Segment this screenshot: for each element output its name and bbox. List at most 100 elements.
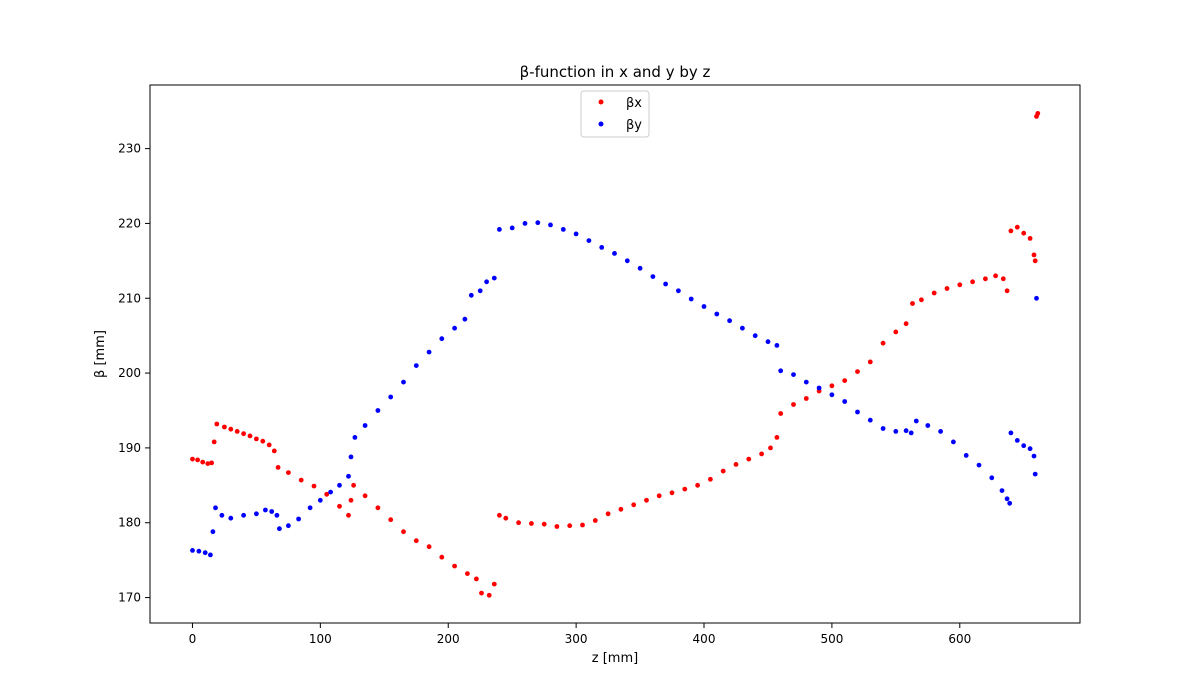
data-point	[202, 550, 208, 556]
data-point	[477, 288, 483, 294]
data-point	[351, 482, 356, 488]
data-point	[791, 402, 796, 407]
data-point	[298, 477, 304, 483]
data-point	[266, 442, 272, 448]
data-point	[535, 220, 541, 226]
data-point	[1035, 111, 1041, 116]
data-point	[682, 486, 688, 492]
y-tick-label: 180	[118, 516, 141, 530]
data-point	[676, 288, 681, 294]
data-point	[541, 521, 547, 527]
data-point	[307, 505, 313, 511]
data-point	[209, 460, 215, 466]
data-point	[486, 592, 492, 598]
x-tick-label: 400	[693, 632, 716, 646]
data-point	[908, 430, 914, 436]
data-point	[401, 529, 406, 535]
data-point	[205, 461, 211, 466]
data-point	[913, 418, 919, 424]
data-point	[196, 548, 202, 554]
data-point	[1021, 230, 1027, 236]
data-point	[740, 325, 745, 331]
axes-layer: 0 100 200 300 400 500 600 170 180 190 200 210 220 230	[118, 84, 1081, 646]
data-point	[938, 429, 943, 434]
data-point	[348, 497, 354, 503]
series-beta-x	[190, 111, 1041, 598]
data-point	[474, 576, 479, 582]
data-point	[337, 503, 342, 509]
data-point	[586, 238, 592, 244]
chart-title: β-function in x and y by z	[520, 63, 711, 81]
data-point	[829, 392, 835, 398]
legend-box	[580, 90, 650, 138]
data-point	[271, 448, 277, 454]
data-point	[650, 274, 656, 279]
data-point	[439, 554, 445, 560]
data-point	[286, 470, 291, 475]
data-point	[567, 523, 573, 529]
data-point	[957, 282, 963, 288]
data-point	[274, 512, 280, 518]
data-point	[1034, 295, 1039, 301]
data-point	[1032, 258, 1038, 264]
data-point	[241, 512, 247, 518]
data-point	[931, 290, 937, 296]
data-point	[1021, 443, 1027, 449]
data-point	[855, 409, 860, 415]
data-point	[452, 563, 457, 569]
y-tick-label: 170	[118, 591, 141, 605]
data-point	[362, 423, 368, 428]
data-point	[855, 369, 860, 374]
data-point	[1032, 471, 1038, 477]
data-point	[1007, 500, 1013, 506]
data-point	[503, 515, 509, 521]
data-point	[903, 428, 909, 434]
data-point	[701, 304, 707, 309]
data-point	[296, 516, 301, 522]
data-point	[484, 279, 489, 285]
y-tick-label: 230	[118, 142, 141, 156]
data-point	[337, 482, 342, 488]
data-point	[346, 512, 351, 518]
data-point	[663, 281, 668, 287]
data-point	[401, 379, 406, 385]
data-point	[222, 424, 227, 430]
data-point	[989, 475, 995, 481]
data-point	[241, 431, 247, 437]
data-point	[213, 505, 218, 511]
data-point	[452, 325, 457, 331]
data-point	[624, 258, 630, 264]
data-point	[439, 336, 445, 342]
legend-marker-bx	[598, 99, 604, 105]
data-point	[765, 339, 771, 345]
data-point	[803, 379, 809, 385]
data-point	[208, 552, 213, 558]
data-point	[720, 468, 726, 474]
data-point	[254, 436, 259, 442]
data-point	[468, 292, 474, 298]
data-point	[286, 523, 291, 529]
data-point	[1008, 430, 1014, 436]
data-point	[328, 489, 333, 495]
y-tick-label: 220	[118, 216, 141, 230]
data-point	[592, 518, 598, 523]
x-tick-label: 100	[309, 632, 332, 646]
data-point	[714, 311, 720, 317]
data-point	[768, 445, 773, 451]
legend-label-bx: βx	[626, 96, 642, 111]
data-point	[509, 225, 515, 231]
data-point	[910, 301, 915, 306]
data-point	[573, 231, 579, 237]
data-point	[842, 378, 848, 383]
data-point	[413, 363, 419, 368]
data-point	[688, 296, 694, 302]
data-point	[1004, 496, 1010, 502]
data-point	[618, 506, 624, 512]
legend-label-by: βy	[626, 118, 642, 133]
data-point	[951, 439, 956, 445]
data-point	[759, 451, 764, 457]
data-point	[548, 222, 553, 228]
data-point	[324, 491, 330, 497]
data-point	[388, 394, 394, 400]
